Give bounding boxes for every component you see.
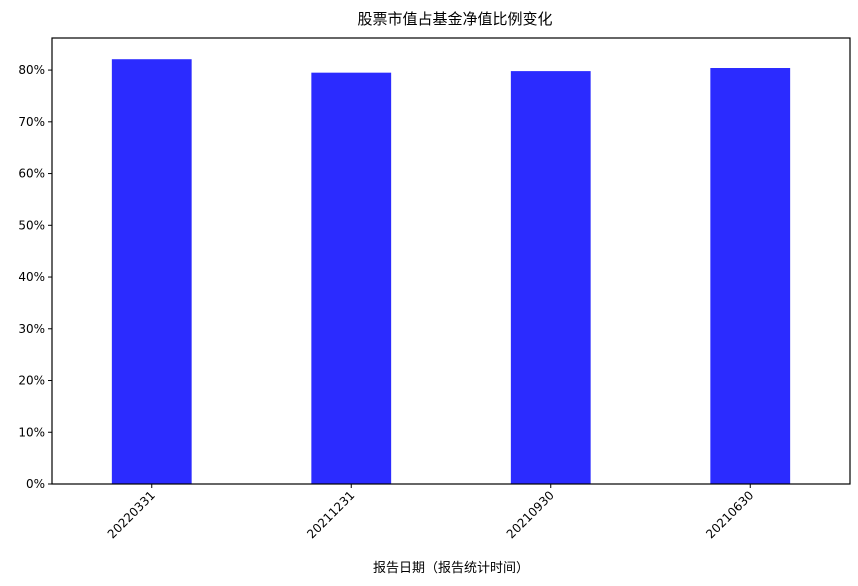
bar-20210630: [710, 68, 791, 484]
y-tick-label: 60%: [18, 167, 45, 181]
plot-frame: [51, 37, 851, 485]
bar-20220331: [111, 59, 192, 485]
y-tick-label: 80%: [18, 63, 45, 77]
bar-20211231: [311, 72, 392, 484]
y-tick-label: 10%: [18, 425, 45, 439]
x-tick-label: 20211231: [304, 488, 357, 541]
x-axis-label: 报告日期（报告统计时间）: [373, 561, 529, 576]
x-tick-label: 20220331: [105, 488, 158, 541]
chart-title: 股票市值占基金净值比例变化: [357, 10, 552, 28]
y-tick-label: 20%: [18, 374, 45, 388]
bar-20210930: [510, 71, 591, 485]
y-tick-label: 70%: [18, 115, 45, 129]
x-tick-label: 20210630: [703, 488, 756, 541]
x-tick-label: 20210930: [504, 488, 557, 541]
y-tick-label: 0%: [26, 477, 45, 491]
y-tick-label: 40%: [18, 270, 45, 284]
y-tick-label: 30%: [18, 322, 45, 336]
y-tick-label: 50%: [18, 218, 45, 232]
